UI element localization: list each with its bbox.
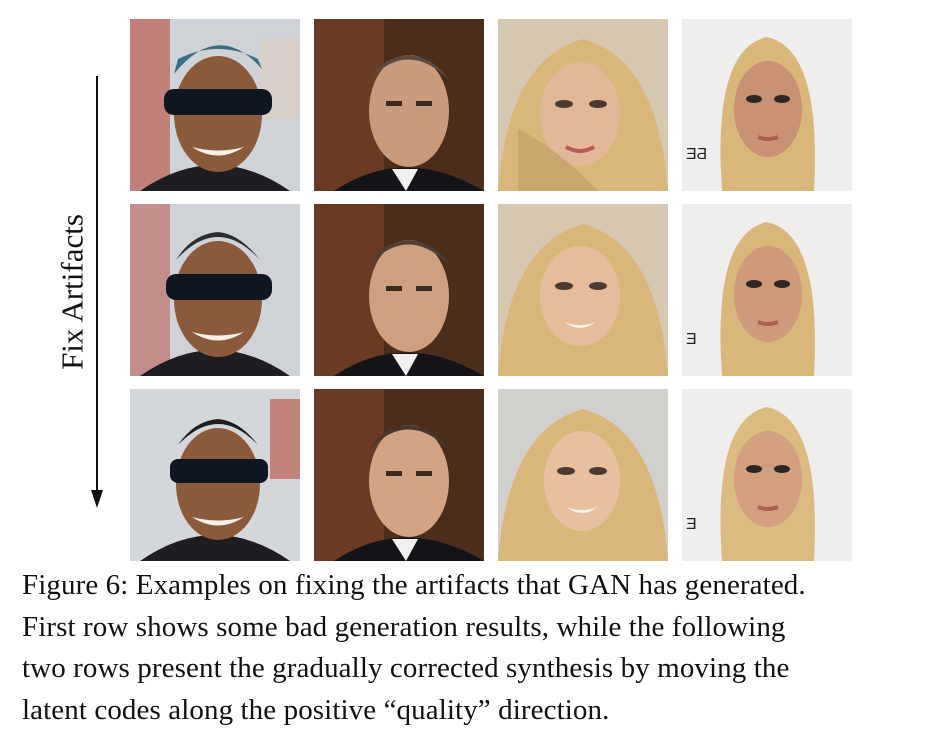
face-row1-col3 xyxy=(498,19,668,191)
face-row1-col1 xyxy=(130,19,300,191)
face-row3-col2 xyxy=(314,389,484,561)
svg-text:Ǝ: Ǝ xyxy=(686,331,697,348)
caption-line-1: Figure 6: Examples on fixing the artifac… xyxy=(22,569,806,601)
face-row1-col2 xyxy=(314,19,484,191)
face-grid: ƎƋ xyxy=(130,19,852,561)
face-row3-col3 xyxy=(498,389,668,561)
figure-caption: Figure 6: Examples on fixing the artifac… xyxy=(22,565,906,731)
svg-text:ƎƋ: ƎƋ xyxy=(686,146,707,163)
caption-line-4: latent codes along the positive “quality… xyxy=(22,693,610,726)
face-row2-col3 xyxy=(498,204,668,376)
face-row2-col4: Ǝ xyxy=(682,204,852,376)
face-row2-col2 xyxy=(314,204,484,376)
face-row1-col4: ƎƋ xyxy=(682,19,852,191)
face-row3-col1 xyxy=(130,389,300,561)
svg-text:Ǝ: Ǝ xyxy=(686,516,697,533)
caption-line-2: First row shows some bad generation resu… xyxy=(22,610,786,643)
caption-line-3: two rows present the gradually corrected… xyxy=(22,652,790,684)
axis-label-text: Fix Artifacts xyxy=(54,214,90,370)
fix-artifacts-arrow xyxy=(91,76,103,508)
face-row3-col4: Ǝ xyxy=(682,389,852,561)
face-row2-col1 xyxy=(130,204,300,376)
